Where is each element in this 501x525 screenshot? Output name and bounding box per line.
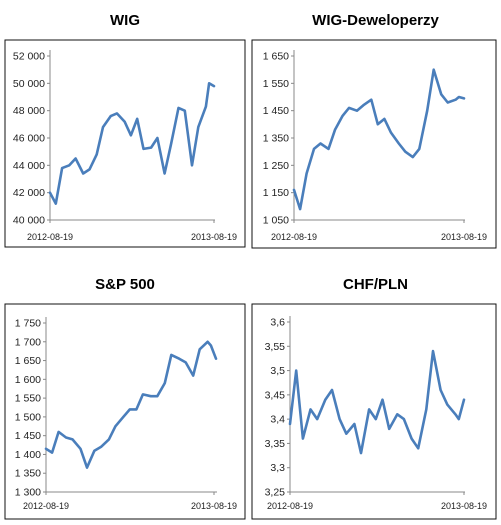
x-tick-label: 2013-08-19 — [441, 501, 487, 511]
chart-title: WIG — [110, 12, 140, 29]
y-tick-label: 1 350 — [263, 133, 289, 145]
y-tick-label: 1 350 — [15, 468, 41, 480]
chart-frame — [4, 303, 246, 520]
y-tick-label: 1 650 — [15, 355, 41, 367]
x-tick-label: 2013-08-19 — [191, 232, 237, 242]
chart-title: S&P 500 — [95, 276, 155, 293]
chart-svg: 40 000 42 000 44 000 46 000 48 000 50 000 52 0… — [4, 39, 246, 248]
y-tick-label: 1 700 — [15, 336, 41, 348]
chart-title: CHF/PLN — [343, 276, 408, 293]
chart-panel-sp500: S&P 500 1 300 1 350 1 400 1 450 1 500 1 550 1 … — [0, 262, 250, 525]
chart-title: WIG-Deweloperzy — [312, 12, 439, 29]
chart-frame — [251, 39, 497, 249]
y-tick-label: 52 000 — [13, 51, 45, 63]
x-tick-label: 2012-08-19 — [267, 501, 313, 511]
y-tick-label: 1 500 — [15, 411, 41, 423]
series-line — [48, 82, 216, 205]
y-tick-label: 1 750 — [15, 318, 41, 330]
y-tick-label: 46 000 — [13, 133, 45, 145]
y-tick-label: 40 000 — [13, 215, 45, 227]
chart-svg: 3,25 3,3 3,35 3,4 3,45 3,5 3,55 3,6 2012-08-19 20… — [251, 303, 497, 520]
y-tick-label: 1 250 — [263, 160, 289, 172]
y-tick-label: 48 000 — [13, 105, 45, 117]
x-tick-label: 2012-08-19 — [27, 232, 73, 242]
y-tick-label: 1 300 — [15, 487, 41, 499]
series-line — [44, 340, 218, 469]
series-line — [288, 349, 466, 455]
y-tick-label: 3,35 — [265, 438, 286, 450]
y-tick-label: 42 000 — [13, 187, 45, 199]
chart-svg: 1 050 1 150 1 250 1 350 1 450 1 550 1 650 2012-… — [251, 39, 497, 249]
y-tick-label: 3,5 — [270, 365, 285, 377]
y-tick-label: 3,3 — [270, 462, 285, 474]
x-tick-label: 2012-08-19 — [23, 501, 69, 511]
y-tick-label: 50 000 — [13, 78, 45, 90]
y-tick-label: 1 600 — [15, 374, 41, 386]
y-tick-label: 1 050 — [263, 215, 289, 227]
y-tick-label: 1 550 — [263, 78, 289, 90]
chart-panel-chf-pln: CHF/PLN 3,25 3,3 3,35 3,4 3,45 3,5 3,55 3,6 2012… — [250, 262, 501, 525]
chart-svg: 1 300 1 350 1 400 1 450 1 500 1 550 1 600 1 650… — [4, 303, 246, 520]
y-tick-label: 3,45 — [265, 389, 286, 401]
x-tick-label: 2012-08-19 — [271, 232, 317, 242]
y-tick-label: 3,4 — [270, 414, 285, 426]
y-tick-label: 1 550 — [15, 393, 41, 405]
y-tick-label: 44 000 — [13, 160, 45, 172]
series-line — [292, 68, 466, 211]
chart-panel-wig-deweloperzy: WIG-Deweloperzy 1 050 1 150 1 250 1 350 1 45… — [250, 0, 501, 262]
chart-panel-wig: WIG 40 000 42 000 44 000 46 000 48 000 50 000… — [0, 0, 250, 262]
x-tick-label: 2013-08-19 — [441, 232, 487, 242]
y-tick-label: 3,55 — [265, 341, 286, 353]
y-tick-label: 1 450 — [15, 430, 41, 442]
y-tick-label: 1 400 — [15, 449, 41, 461]
y-tick-label: 3,25 — [265, 487, 286, 499]
x-tick-label: 2013-08-19 — [191, 501, 237, 511]
chart-frame — [251, 303, 497, 520]
chart-frame — [4, 39, 246, 248]
y-tick-label: 1 650 — [263, 51, 289, 63]
y-tick-label: 1 450 — [263, 105, 289, 117]
y-tick-label: 1 150 — [263, 187, 289, 199]
y-tick-label: 3,6 — [270, 317, 285, 329]
